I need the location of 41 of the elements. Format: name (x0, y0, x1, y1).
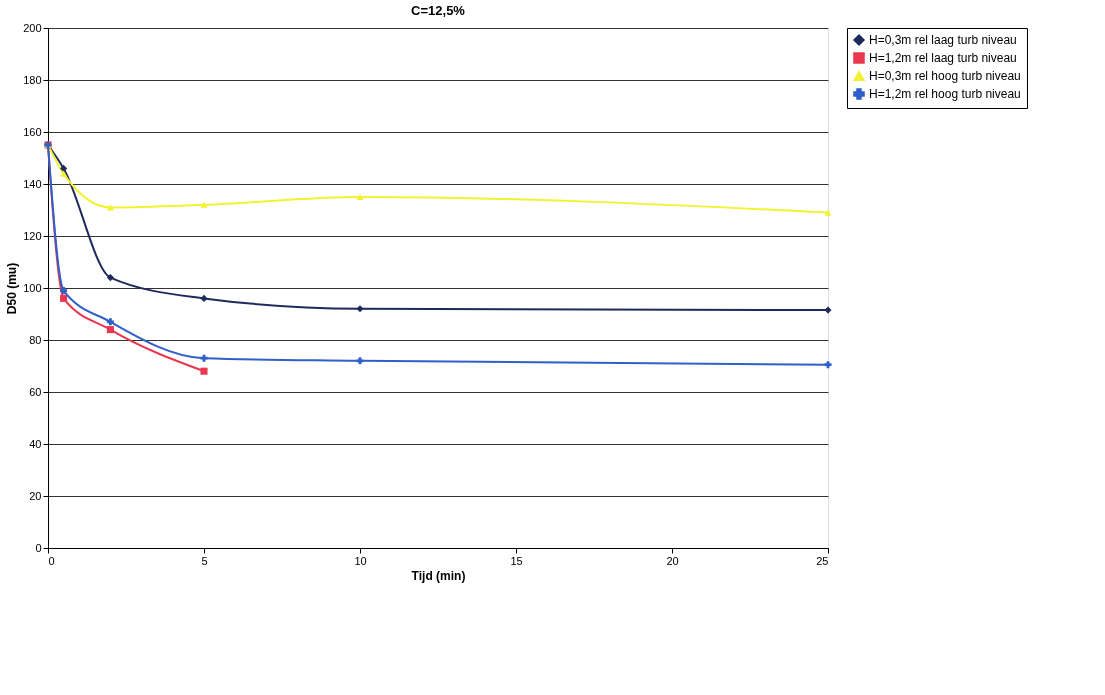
point (824, 306, 832, 314)
y-tick-label: 60 (29, 385, 42, 398)
y-tick-label: 200 (23, 21, 42, 34)
point (60, 294, 68, 302)
point (200, 367, 208, 375)
point (106, 326, 114, 334)
point (200, 354, 208, 362)
point (356, 305, 364, 313)
x-tick-label: 15 (510, 554, 523, 567)
point (106, 318, 114, 326)
y-tick-label: 80 (29, 333, 42, 346)
legend-label: H=1,2m rel laag turb niveau (869, 51, 1017, 65)
y-tick-label: 100 (23, 281, 42, 294)
y-tick-label: 180 (23, 73, 42, 86)
x-tick-label: 25 (816, 554, 829, 567)
x-axis-title: Tijd (min) (411, 568, 466, 583)
x-tick-label: 0 (48, 554, 55, 567)
point (200, 294, 208, 302)
point (106, 274, 114, 282)
point (824, 361, 832, 369)
y-tick-label: 0 (35, 541, 42, 554)
point (60, 287, 68, 295)
y-tick-label: 160 (23, 125, 42, 138)
x-tick-label: 5 (201, 554, 208, 567)
x-tick-label: 10 (354, 554, 367, 567)
point (356, 357, 364, 365)
chart-title: C=12,5% (411, 3, 466, 18)
y-tick-label: 140 (23, 177, 42, 190)
y-tick-label: 40 (29, 437, 42, 450)
point (824, 209, 832, 216)
point (356, 193, 364, 201)
point (60, 170, 68, 177)
point (60, 164, 68, 172)
x-tick-label: 20 (666, 554, 679, 567)
legend-label: H=0,3m rel laag turb niveau (869, 33, 1017, 47)
y-tick-label: 20 (29, 489, 42, 502)
y-axis-title: D50 (mu) (5, 262, 20, 315)
legend-label: H=1,2m rel hoog turb niveau (869, 87, 1021, 101)
y-tick-label: 120 (23, 229, 42, 242)
legend-label: H=0,3m rel hoog turb niveau (869, 69, 1021, 83)
point (200, 201, 208, 208)
